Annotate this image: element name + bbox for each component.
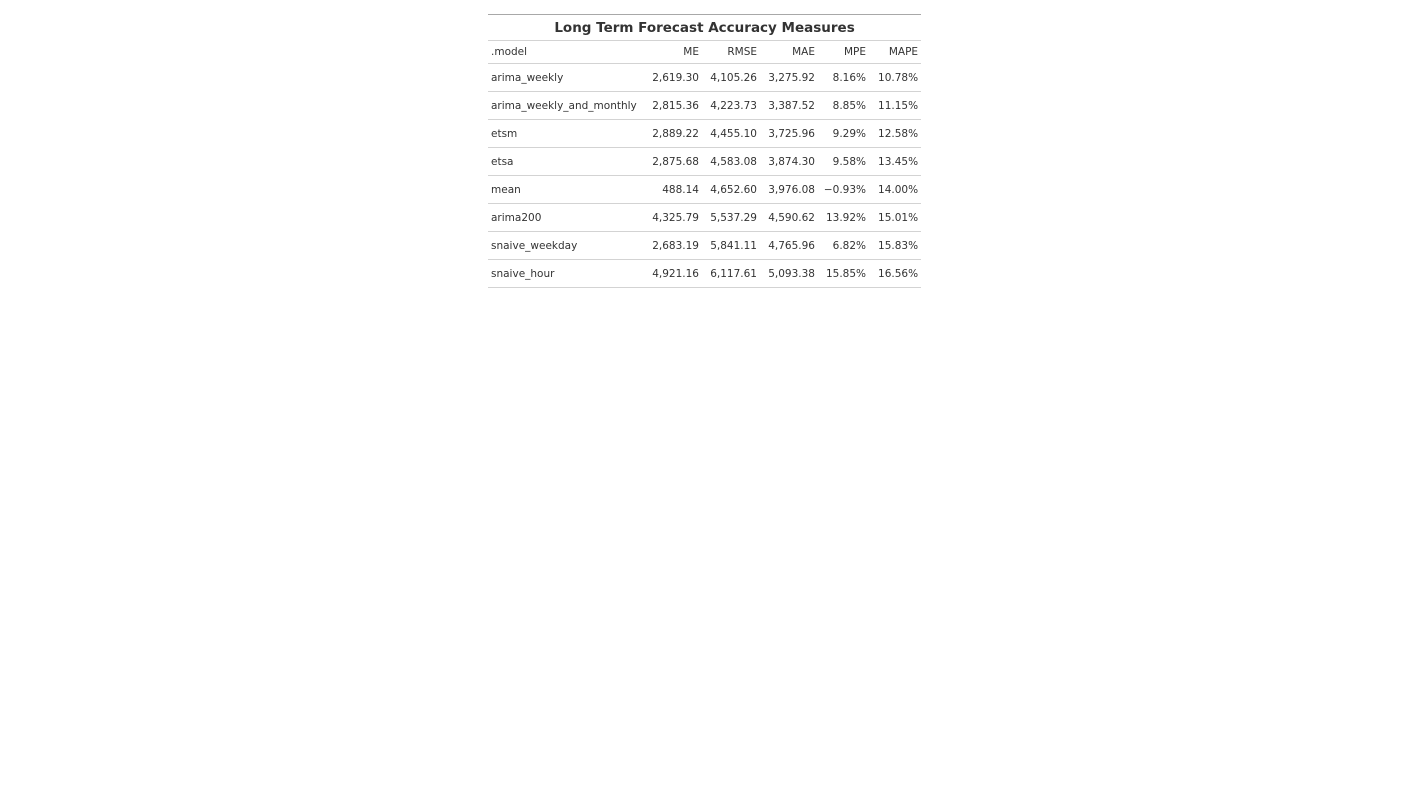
cell-model: etsm <box>488 119 644 148</box>
column-header-mae: MAE <box>760 40 818 64</box>
cell-model: mean <box>488 175 644 204</box>
cell-mpe: 9.29% <box>818 119 869 148</box>
table-title-row: Long Term Forecast Accuracy Measures <box>488 14 922 41</box>
cell-model: snaive_hour <box>488 259 644 288</box>
table-row: snaive_weekday 2,683.19 5,841.11 4,765.9… <box>488 231 922 260</box>
cell-mpe: 8.85% <box>818 91 869 120</box>
cell-mae: 3,275.92 <box>760 63 818 92</box>
cell-me: 2,815.36 <box>644 91 702 120</box>
table-body: arima_weekly 2,619.30 4,105.26 3,275.92 … <box>488 63 922 288</box>
cell-me: 488.14 <box>644 175 702 204</box>
cell-rmse: 4,455.10 <box>702 119 760 148</box>
accuracy-table-container: Long Term Forecast Accuracy Measures .mo… <box>488 14 922 288</box>
cell-me: 2,619.30 <box>644 63 702 92</box>
column-header-rmse: RMSE <box>702 40 760 64</box>
cell-mpe: 15.85% <box>818 259 869 288</box>
cell-me: 2,875.68 <box>644 147 702 176</box>
cell-model: snaive_weekday <box>488 231 644 260</box>
cell-mae: 3,725.96 <box>760 119 818 148</box>
accuracy-table: Long Term Forecast Accuracy Measures .mo… <box>488 14 922 288</box>
cell-mape: 15.01% <box>869 203 922 232</box>
cell-model: arima200 <box>488 203 644 232</box>
cell-mpe: −0.93% <box>818 175 869 204</box>
table-row: mean 488.14 4,652.60 3,976.08 −0.93% 14.… <box>488 175 922 204</box>
cell-mape: 15.83% <box>869 231 922 260</box>
column-header-mpe: MPE <box>818 40 869 64</box>
cell-mpe: 9.58% <box>818 147 869 176</box>
cell-mae: 5,093.38 <box>760 259 818 288</box>
table-title: Long Term Forecast Accuracy Measures <box>488 14 922 41</box>
table-header-row: .model ME RMSE MAE MPE MAPE <box>488 40 922 64</box>
cell-mape: 12.58% <box>869 119 922 148</box>
cell-model: etsa <box>488 147 644 176</box>
cell-mae: 4,590.62 <box>760 203 818 232</box>
table-row: etsm 2,889.22 4,455.10 3,725.96 9.29% 12… <box>488 119 922 148</box>
cell-mape: 14.00% <box>869 175 922 204</box>
cell-model: arima_weekly <box>488 63 644 92</box>
cell-mae: 3,387.52 <box>760 91 818 120</box>
cell-rmse: 4,223.73 <box>702 91 760 120</box>
cell-mape: 10.78% <box>869 63 922 92</box>
table-row: arima_weekly 2,619.30 4,105.26 3,275.92 … <box>488 63 922 92</box>
cell-me: 2,889.22 <box>644 119 702 148</box>
cell-rmse: 4,652.60 <box>702 175 760 204</box>
table-row: etsa 2,875.68 4,583.08 3,874.30 9.58% 13… <box>488 147 922 176</box>
cell-mae: 3,976.08 <box>760 175 818 204</box>
cell-mpe: 8.16% <box>818 63 869 92</box>
cell-model: arima_weekly_and_monthly <box>488 91 644 120</box>
cell-mae: 3,874.30 <box>760 147 818 176</box>
cell-mpe: 13.92% <box>818 203 869 232</box>
cell-me: 2,683.19 <box>644 231 702 260</box>
cell-rmse: 5,537.29 <box>702 203 760 232</box>
cell-me: 4,921.16 <box>644 259 702 288</box>
cell-rmse: 5,841.11 <box>702 231 760 260</box>
cell-mape: 11.15% <box>869 91 922 120</box>
column-header-model: .model <box>488 40 644 64</box>
table-row: arima200 4,325.79 5,537.29 4,590.62 13.9… <box>488 203 922 232</box>
column-header-me: ME <box>644 40 702 64</box>
cell-rmse: 6,117.61 <box>702 259 760 288</box>
table-row: arima_weekly_and_monthly 2,815.36 4,223.… <box>488 91 922 120</box>
cell-mae: 4,765.96 <box>760 231 818 260</box>
cell-rmse: 4,583.08 <box>702 147 760 176</box>
table-row: snaive_hour 4,921.16 6,117.61 5,093.38 1… <box>488 259 922 288</box>
column-header-mape: MAPE <box>869 40 922 64</box>
cell-mape: 16.56% <box>869 259 922 288</box>
cell-mpe: 6.82% <box>818 231 869 260</box>
cell-me: 4,325.79 <box>644 203 702 232</box>
cell-mape: 13.45% <box>869 147 922 176</box>
cell-rmse: 4,105.26 <box>702 63 760 92</box>
